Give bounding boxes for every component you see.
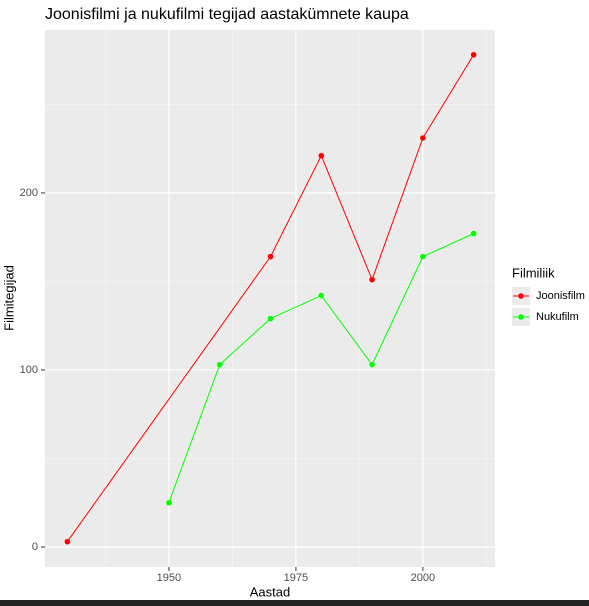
chart-title: Joonisfilmi ja nukufilmi tegijad aastakü… — [45, 6, 409, 23]
x-tick-label: 2000 — [411, 572, 435, 584]
point — [369, 361, 375, 368]
point — [470, 230, 477, 237]
y-tick-label: 100 — [20, 364, 38, 376]
series-line — [66, 54, 475, 542]
point — [318, 292, 325, 299]
window-edge — [0, 600, 589, 606]
point — [470, 51, 477, 58]
legend-point — [518, 293, 524, 299]
y-tick-label: 0 — [32, 541, 38, 553]
legend-label: Joonisfilm — [536, 290, 585, 302]
x-axis-label: Aastad — [250, 584, 290, 599]
y-axis-label: Filmitegijad — [1, 265, 16, 331]
legend-title: Filmiliik — [512, 265, 555, 280]
point — [318, 152, 325, 159]
x-tick-label: 1975 — [284, 572, 308, 584]
legend-label: Nukufilm — [536, 311, 579, 323]
point — [216, 361, 223, 368]
point — [166, 499, 172, 506]
point — [267, 315, 274, 322]
point — [369, 276, 375, 283]
y-tick-label: 200 — [20, 187, 38, 199]
x-tick-label: 1950 — [157, 572, 181, 584]
point — [420, 253, 426, 260]
point — [267, 253, 274, 260]
legend-point — [518, 314, 524, 320]
panel — [45, 30, 495, 567]
point — [64, 538, 71, 545]
point — [420, 135, 426, 141]
